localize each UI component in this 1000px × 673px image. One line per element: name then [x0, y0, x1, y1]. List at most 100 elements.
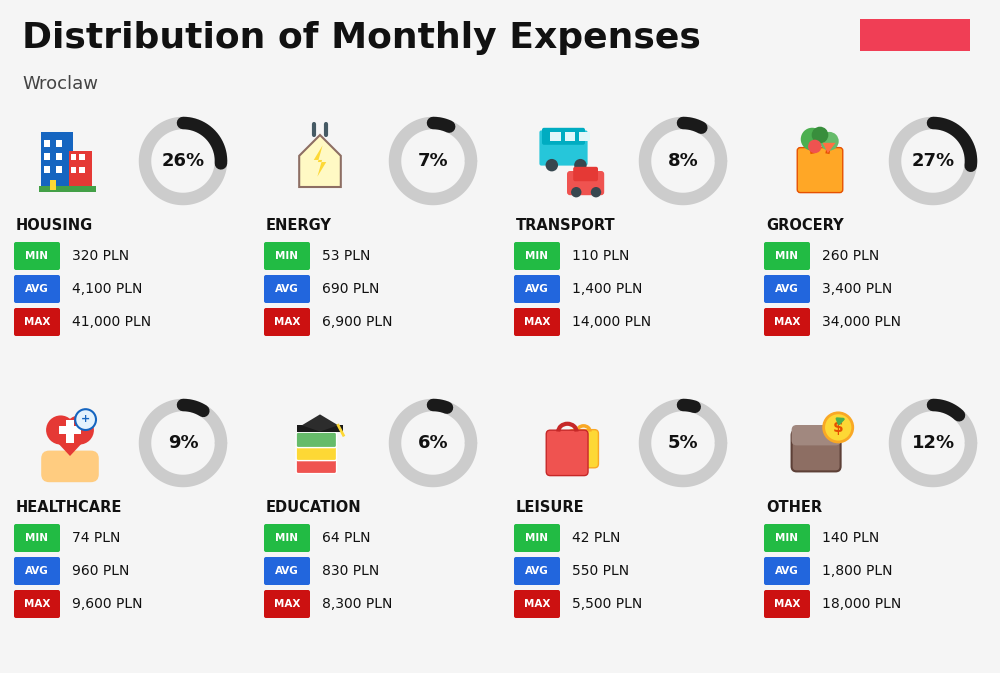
FancyBboxPatch shape [71, 154, 76, 160]
Text: 18,000 PLN: 18,000 PLN [822, 597, 901, 611]
Text: 3,400 PLN: 3,400 PLN [822, 282, 892, 296]
FancyBboxPatch shape [56, 166, 62, 173]
FancyBboxPatch shape [59, 427, 81, 433]
Text: MIN: MIN [276, 533, 298, 543]
FancyBboxPatch shape [546, 430, 588, 476]
Text: 4,100 PLN: 4,100 PLN [72, 282, 142, 296]
Text: 64 PLN: 64 PLN [322, 531, 370, 545]
Text: AVG: AVG [525, 566, 549, 576]
Text: EDUCATION: EDUCATION [266, 500, 362, 515]
Text: 26%: 26% [161, 152, 205, 170]
Text: AVG: AVG [775, 566, 799, 576]
Text: AVG: AVG [525, 284, 549, 294]
FancyBboxPatch shape [14, 557, 60, 585]
FancyBboxPatch shape [550, 132, 561, 141]
Polygon shape [48, 433, 92, 456]
FancyBboxPatch shape [579, 132, 590, 141]
Text: 5,500 PLN: 5,500 PLN [572, 597, 642, 611]
Text: AVG: AVG [275, 284, 299, 294]
Text: 110 PLN: 110 PLN [572, 249, 629, 263]
FancyBboxPatch shape [264, 524, 310, 552]
FancyBboxPatch shape [66, 419, 74, 443]
Text: 9,600 PLN: 9,600 PLN [72, 597, 143, 611]
FancyBboxPatch shape [71, 167, 76, 174]
FancyBboxPatch shape [567, 171, 604, 195]
Text: 74 PLN: 74 PLN [72, 531, 120, 545]
Text: 1,800 PLN: 1,800 PLN [822, 564, 893, 578]
FancyBboxPatch shape [14, 275, 60, 303]
Circle shape [546, 159, 558, 172]
Text: MAX: MAX [274, 317, 300, 327]
Circle shape [46, 415, 75, 445]
FancyBboxPatch shape [764, 524, 810, 552]
Text: MAX: MAX [24, 599, 50, 609]
FancyBboxPatch shape [542, 128, 585, 145]
FancyBboxPatch shape [764, 242, 810, 270]
FancyBboxPatch shape [296, 445, 337, 460]
FancyBboxPatch shape [797, 147, 843, 192]
Text: MAX: MAX [774, 317, 800, 327]
Text: 6%: 6% [418, 434, 448, 452]
Text: OTHER: OTHER [766, 500, 822, 515]
FancyBboxPatch shape [297, 425, 343, 431]
FancyBboxPatch shape [14, 590, 60, 618]
FancyBboxPatch shape [296, 432, 337, 448]
Text: 42 PLN: 42 PLN [572, 531, 620, 545]
Text: MAX: MAX [774, 599, 800, 609]
Circle shape [75, 409, 96, 430]
Text: 260 PLN: 260 PLN [822, 249, 879, 263]
Text: 7%: 7% [418, 152, 448, 170]
FancyBboxPatch shape [764, 590, 810, 618]
FancyBboxPatch shape [56, 153, 62, 160]
Text: 320 PLN: 320 PLN [72, 249, 129, 263]
FancyBboxPatch shape [14, 242, 60, 270]
Polygon shape [302, 415, 338, 431]
Polygon shape [299, 135, 341, 187]
Text: MIN: MIN [526, 533, 548, 543]
FancyBboxPatch shape [56, 140, 62, 147]
Text: MIN: MIN [26, 533, 48, 543]
Text: 960 PLN: 960 PLN [72, 564, 129, 578]
Text: 41,000 PLN: 41,000 PLN [72, 315, 151, 329]
Circle shape [812, 127, 828, 143]
Text: 550 PLN: 550 PLN [572, 564, 629, 578]
FancyBboxPatch shape [514, 275, 560, 303]
FancyBboxPatch shape [514, 308, 560, 336]
Text: MIN: MIN [26, 251, 48, 261]
Text: 12%: 12% [911, 434, 955, 452]
Text: MAX: MAX [24, 317, 50, 327]
Text: MIN: MIN [526, 251, 548, 261]
Circle shape [824, 413, 853, 442]
Text: AVG: AVG [25, 284, 49, 294]
FancyBboxPatch shape [44, 166, 50, 173]
FancyBboxPatch shape [764, 308, 810, 336]
Text: 5%: 5% [668, 434, 698, 452]
Text: 1,400 PLN: 1,400 PLN [572, 282, 642, 296]
Text: 14,000 PLN: 14,000 PLN [572, 315, 651, 329]
Text: ENERGY: ENERGY [266, 218, 332, 233]
FancyBboxPatch shape [539, 131, 588, 166]
Circle shape [571, 187, 581, 197]
Text: 6,900 PLN: 6,900 PLN [322, 315, 392, 329]
Text: AVG: AVG [25, 566, 49, 576]
FancyBboxPatch shape [514, 557, 560, 585]
Circle shape [820, 132, 839, 151]
FancyBboxPatch shape [79, 154, 85, 160]
Text: 8,300 PLN: 8,300 PLN [322, 597, 392, 611]
Circle shape [65, 415, 94, 445]
Circle shape [591, 187, 601, 197]
FancyBboxPatch shape [50, 180, 56, 190]
Text: MAX: MAX [524, 317, 550, 327]
Text: HEALTHCARE: HEALTHCARE [16, 500, 122, 515]
FancyBboxPatch shape [44, 140, 50, 147]
FancyBboxPatch shape [264, 557, 310, 585]
FancyBboxPatch shape [792, 425, 841, 446]
FancyBboxPatch shape [14, 308, 60, 336]
Polygon shape [823, 143, 836, 153]
FancyBboxPatch shape [296, 458, 337, 474]
FancyBboxPatch shape [264, 590, 310, 618]
FancyBboxPatch shape [514, 242, 560, 270]
Text: MAX: MAX [274, 599, 300, 609]
FancyBboxPatch shape [69, 151, 92, 190]
Circle shape [801, 128, 824, 151]
